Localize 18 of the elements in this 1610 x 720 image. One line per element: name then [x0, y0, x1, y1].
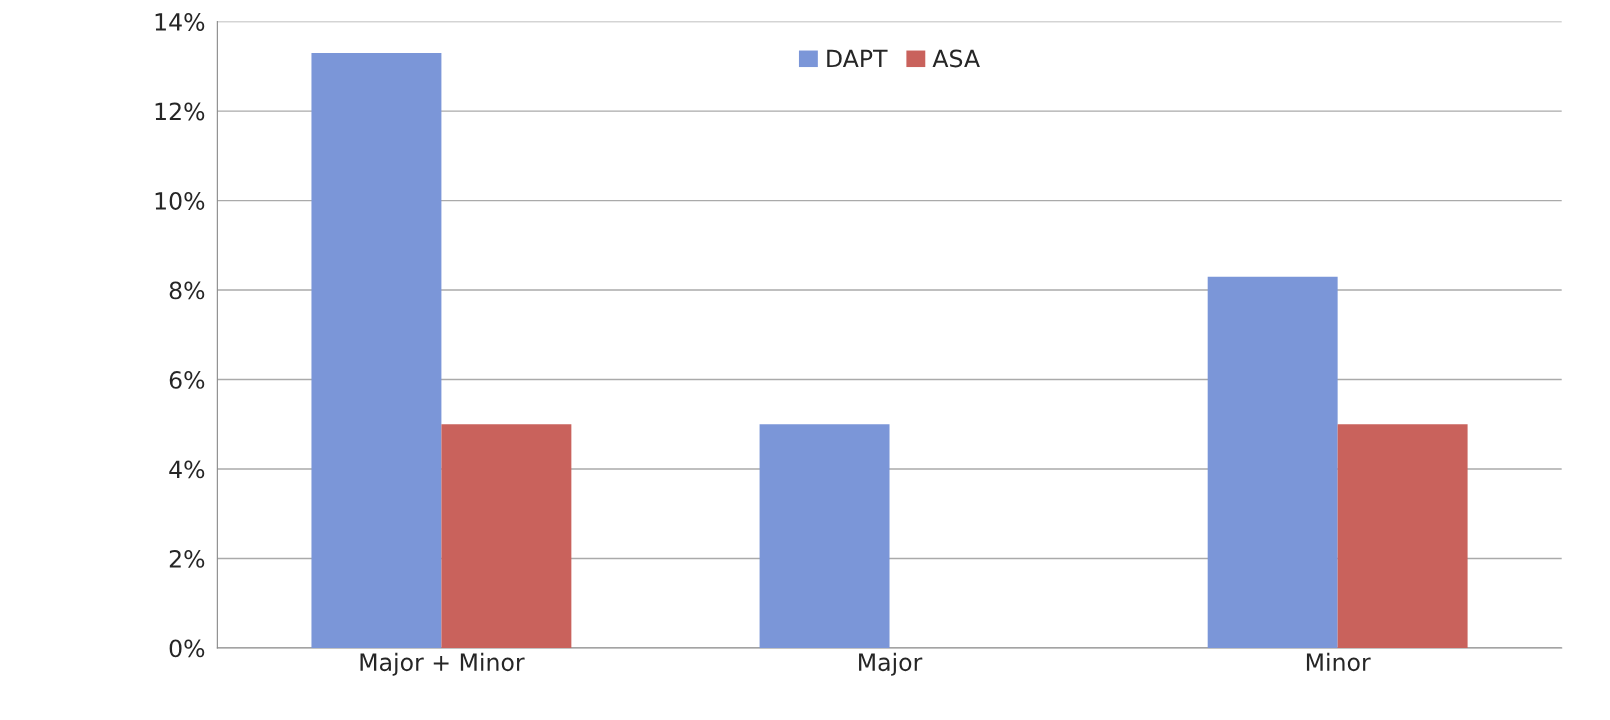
- bar: [1337, 424, 1468, 648]
- y-tick-label: 2%: [169, 549, 205, 568]
- y-tick-label: 4%: [169, 460, 205, 479]
- bar: [441, 424, 572, 648]
- x-tick-label: Major: [859, 652, 923, 676]
- legend-label: DAPT: [827, 49, 888, 68]
- bar: [1207, 276, 1338, 648]
- x-tick-label: Major + Minor: [360, 652, 525, 676]
- y-tick-label: 6%: [169, 370, 205, 389]
- y-tick-label: 8%: [169, 281, 205, 300]
- x-tick-label: Minor: [1306, 652, 1371, 672]
- legend-label: ASA: [932, 49, 980, 68]
- y-tick-label: 10%: [155, 192, 205, 210]
- y-tick-label: 12%: [155, 102, 205, 121]
- bar: [311, 52, 442, 648]
- y-tick-label: 14%: [155, 13, 205, 31]
- bar: [759, 424, 890, 648]
- y-tick-label: 0%: [169, 639, 205, 658]
